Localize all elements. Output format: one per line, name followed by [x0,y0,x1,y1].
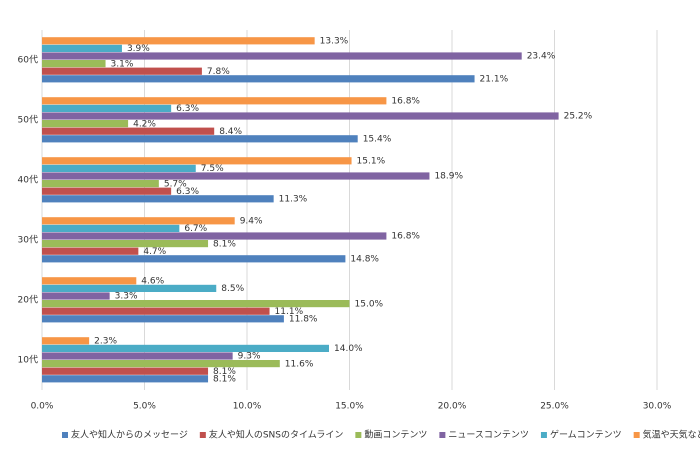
value-label: 11.6% [285,359,314,369]
value-label: 15.0% [355,299,384,309]
value-label: 3.9% [127,44,150,54]
bar [42,44,122,52]
x-tick-label: 5.0% [133,402,156,412]
value-label: 7.8% [207,67,230,77]
legend-swatch [199,432,206,438]
value-label: 25.2% [564,112,593,122]
value-label: 4.7% [143,247,166,257]
bar [42,300,350,308]
value-label: 13.3% [320,37,349,47]
value-label: 9.3% [238,352,261,362]
x-tick-label: 0.0% [31,402,54,412]
bar [42,164,196,172]
bar [42,172,430,180]
bar [42,247,139,255]
x-tick-label: 30.0% [643,402,672,412]
legend-swatch [633,432,640,438]
bar [42,120,129,128]
bar [42,217,235,225]
legend-swatch [355,432,362,438]
value-label: 18.9% [434,172,463,182]
value-label: 14.0% [334,344,363,354]
legend-swatch [540,432,547,438]
bar [42,127,215,135]
legend-label: 気温や天気などの情報 [643,429,700,441]
bar [42,187,172,195]
bar [42,367,209,375]
legend-label: 動画コンテンツ [364,430,427,441]
value-label: 11.3% [279,195,308,205]
value-label: 3.1% [111,59,134,69]
value-label: 2.3% [94,337,117,347]
bar [42,104,172,112]
value-label: 8.1% [213,239,236,249]
bar [42,284,217,292]
value-label: 8.5% [221,284,244,294]
bar [42,157,352,165]
bar [42,180,159,188]
bar [42,360,280,368]
y-tick-label: 50代 [18,115,38,126]
bar [42,337,90,345]
value-label: 6.3% [176,104,199,114]
value-label: 21.1% [480,75,509,85]
y-tick-label: 20代 [18,295,38,306]
value-label: 8.4% [219,127,242,137]
legend-swatch [62,432,68,438]
value-label: 4.2% [133,119,156,129]
value-label: 23.4% [527,52,556,62]
value-label: 16.8% [391,232,420,242]
bar [42,344,329,352]
bar [42,292,110,300]
y-tick-label: 30代 [18,235,38,246]
bar [42,67,202,75]
y-tick-label: 10代 [18,355,38,366]
bar [42,75,475,83]
x-tick-label: 10.0% [233,402,262,412]
legend-swatch [439,432,446,438]
bar [42,195,274,203]
legend-label: 友人や知人のSNSのタイムライン [209,429,344,441]
bar [42,277,137,285]
bar [42,307,270,315]
bar [42,135,358,143]
value-label: 8.1% [213,367,236,377]
bar [42,232,387,240]
bar [42,375,209,383]
value-label: 15.1% [357,157,386,167]
bar [42,97,387,105]
legend-label: 友人や知人からのメッセージ [71,429,188,441]
legend-label: ゲームコンテンツ [550,429,622,441]
bar [42,255,346,263]
value-label: 14.8% [350,255,379,265]
bar [42,224,180,232]
bar [42,315,284,323]
bar [42,37,315,45]
bar [42,52,522,60]
x-tick-label: 15.0% [335,402,364,412]
bar [42,352,233,360]
legend-label: ニュースコンテンツ [448,430,529,441]
value-label: 9.4% [240,217,263,227]
value-label: 11.1% [275,307,304,317]
value-label: 16.8% [391,97,420,107]
y-tick-label: 60代 [18,55,38,66]
value-label: 6.7% [184,224,207,234]
bar [42,112,559,120]
x-tick-label: 20.0% [438,402,467,412]
value-label: 6.3% [176,187,199,197]
bar [42,60,106,68]
value-label: 8.1% [213,375,236,385]
y-tick-label: 40代 [18,175,38,186]
value-label: 5.7% [164,179,187,189]
value-label: 15.4% [363,135,392,145]
value-label: 11.8% [289,315,318,325]
bar [42,240,209,248]
value-label: 3.3% [115,292,138,302]
value-label: 7.5% [201,164,224,174]
value-label: 4.6% [141,277,164,287]
x-tick-label: 25.0% [540,402,569,412]
